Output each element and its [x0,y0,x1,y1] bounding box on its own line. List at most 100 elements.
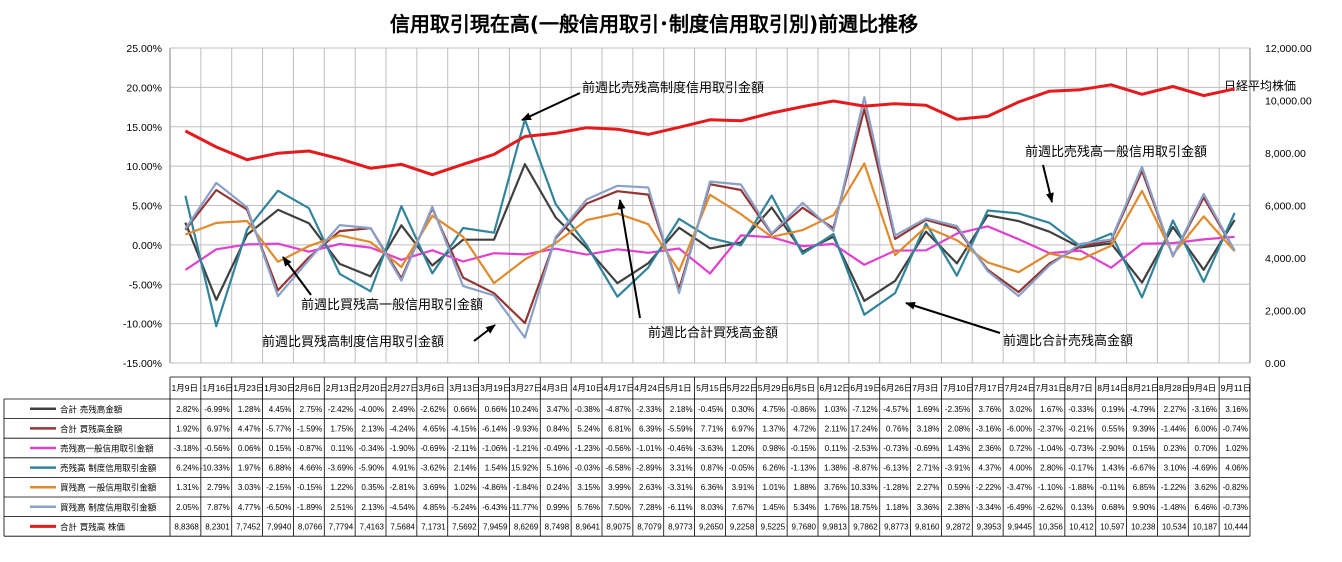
table-cell: 6.97% [207,424,230,433]
right-tick-label: 6,000.00 [1265,201,1306,213]
series-line [184,225,1235,275]
table-cell: 18.75% [851,503,878,512]
table-cell: -3.18% [173,444,198,453]
left-tick-label: 15.00% [126,122,162,134]
table-header-cell: 5月22日 [727,383,758,393]
table-cell: -1.06% [482,444,507,453]
table-cell: 10,356 [1038,522,1063,531]
right-tick-label: 4,000.00 [1265,253,1306,265]
table-cell: 2.75% [300,405,323,414]
table-cell: -5.90% [359,464,384,473]
table-cell: 8.03% [701,503,724,512]
table-cell: -0.33% [1068,405,1093,414]
table-series-name: 売残高一般信用取引金額 [60,444,154,455]
table-cell: -1.23% [575,444,600,453]
table-cell: 7,5692 [452,522,477,531]
table-cell: 2.49% [392,405,415,414]
table-cell: 2.63% [639,483,662,492]
table-header-cell: 6月5日 [789,383,815,393]
table-cell: -3.16% [976,424,1001,433]
table-cell: -5.77% [266,424,291,433]
table-cell: 10,597 [1100,522,1125,531]
table-header-cell: 6月12日 [820,383,851,393]
table-cell: -6.13% [883,464,908,473]
table-cell: 3.18% [917,424,940,433]
table-cell: -3.62% [420,464,445,473]
table-cell: 6.39% [639,424,662,433]
annotation-arrow [617,199,641,319]
table-cell: -6.49% [1007,503,1032,512]
table-cell: 1.97% [238,464,261,473]
table-cell: 4.47% [238,424,261,433]
table-cell: 1.92% [176,424,199,433]
table-cell: -3.16% [1192,405,1217,414]
table-cell: -0.74% [1223,424,1248,433]
table-cell: 4.45% [269,405,292,414]
table-cell: 6.46% [1194,503,1217,512]
left-tick-label: 10.00% [126,161,162,173]
table-cell: -4.69% [1192,464,1217,473]
annotation-label: 前週比売残高制度信用取引金額 [582,80,764,96]
table-cell: 3.02% [1009,405,1032,414]
table-cell: 2.80% [1040,464,1063,473]
table-cell: -2.62% [420,405,445,414]
table-cell: -2.37% [1037,424,1062,433]
table-cell: -0.56% [605,444,630,453]
table-cell: -2.53% [852,444,877,453]
table-cell: 0.19% [1102,405,1125,414]
table-cell: 0.99% [546,503,569,512]
table-cell: -2.33% [636,405,661,414]
right-tick-label: 8,000.00 [1265,148,1306,160]
left-tick-label: 5.00% [132,201,162,213]
table-cell: 9,9445 [1008,522,1033,531]
table-cell: -4.24% [389,424,414,433]
series-line [184,107,1236,325]
table-cell: -6.00% [1007,424,1032,433]
left-axis: 25.00% 20.00% 15.00% 10.00% 5.00% 0.00% -5.00%… [123,43,162,370]
table-cell: 4.00% [1009,464,1032,473]
table-cell: 8,9773 [668,522,693,531]
table-header-cell: 1月23日 [233,383,264,393]
table-cell: 9,7680 [792,522,817,531]
right-tick-label: 10,000.00 [1265,96,1312,108]
table-series-name: 買残高 一般信用取引金額 [60,483,157,494]
table-cell: -6.14% [482,424,507,433]
annotation-label: 前週比買残高制度信用取引金額 [262,334,444,350]
table-cell: 0.24% [546,483,569,492]
table-cell: 4.85% [423,503,446,512]
table-cell: 0.23% [1164,444,1187,453]
table-cell: -4.54% [389,503,414,512]
table-cell: -1.21% [513,444,538,453]
table-cell: -0.21% [1068,424,1093,433]
table-cell: 1.20% [732,444,755,453]
table-cell: 1.03% [824,405,847,414]
table-cell: -1.22% [1161,483,1186,492]
table-cell: 1.01% [762,483,785,492]
table-header-cell: 7月17日 [974,383,1005,393]
table-cell: 0.66% [454,405,477,414]
table-series-name: 売残高 制度信用取引金額 [60,463,157,474]
table-cell: 3.76% [824,483,847,492]
table-cell: 1.43% [948,444,971,453]
table-cell: 0.59% [948,483,971,492]
table-cell: 3.91% [732,483,755,492]
table-cell: 6.88% [269,464,292,473]
table-cell: -3.69% [328,464,353,473]
table-cell: 1.28% [238,405,261,414]
table-cell: -6.99% [204,405,229,414]
table-cell: 8,0766 [298,522,323,531]
table-cell: 10,444 [1224,522,1249,531]
table-cell: 1.76% [824,503,847,512]
table-cell: 7.28% [639,503,662,512]
table-cell: 4.66% [300,464,323,473]
table-cell: 1.67% [1040,405,1063,414]
table-cell: 1.43% [1102,464,1125,473]
table-cell: 0.15% [1133,444,1156,453]
table-cell: 0.68% [1102,503,1125,512]
table-cell: 9,9813 [822,522,847,531]
table-cell: 10,534 [1162,522,1187,531]
table-cell: 9,2650 [699,522,724,531]
table-cell: -3.91% [945,464,970,473]
table-cell: -0.56% [204,444,229,453]
right-tick-label: 12,000.00 [1265,43,1312,55]
